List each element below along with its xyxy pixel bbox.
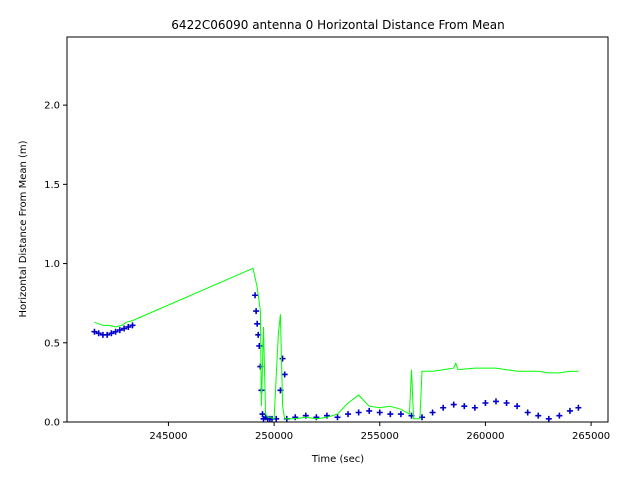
x-axis-label: Time (sec) [311, 454, 364, 465]
data-point [366, 407, 373, 414]
data-point [535, 412, 542, 419]
series-layer [91, 267, 582, 422]
x-tick-label: 260000 [466, 431, 504, 442]
y-tick-label: 0.5 [44, 338, 60, 349]
data-point [334, 414, 341, 421]
y-axis-label: Horizontal Distance From Mean (m) [18, 140, 29, 317]
plot-frame [66, 36, 609, 423]
data-point [545, 415, 552, 422]
data-point [116, 327, 123, 334]
data-point [556, 412, 563, 419]
y-tick-label: 1.5 [44, 180, 60, 191]
data-point [524, 409, 531, 416]
data-point [256, 342, 263, 349]
data-point [125, 323, 132, 330]
data-point [279, 355, 286, 362]
data-point [254, 320, 261, 327]
x-tick-label: 265000 [572, 431, 610, 442]
x-axis: 245000 250000 255000 260000 265000 [149, 422, 610, 442]
data-point [450, 401, 457, 408]
data-point [108, 330, 115, 337]
y-tick-label: 1.0 [44, 259, 60, 270]
data-point [492, 398, 499, 405]
data-point [104, 331, 111, 338]
chart-title: 6422C06090 antenna 0 Horizontal Distance… [171, 18, 504, 32]
data-point [461, 403, 468, 410]
data-point [259, 411, 266, 418]
data-point [429, 409, 436, 416]
data-point [355, 409, 362, 416]
data-point [376, 409, 383, 416]
data-point [281, 371, 288, 378]
data-point [345, 411, 352, 418]
y-axis: 0.0 0.5 1.0 1.5 2.0 [44, 101, 67, 429]
data-point [514, 403, 521, 410]
series-1 [94, 267, 579, 420]
series-line [94, 267, 579, 420]
x-tick-label: 255000 [361, 431, 399, 442]
data-point [503, 399, 510, 406]
data-point [252, 292, 259, 299]
data-point [129, 322, 136, 329]
data-point [575, 404, 582, 411]
data-point [471, 404, 478, 411]
data-point [387, 411, 394, 418]
data-point [95, 330, 102, 337]
data-point [482, 399, 489, 406]
data-point [440, 404, 447, 411]
x-tick-label: 250000 [255, 431, 293, 442]
y-tick-label: 0.0 [44, 418, 60, 429]
data-point [91, 328, 98, 335]
data-point [253, 308, 260, 315]
y-tick-label: 2.0 [44, 101, 60, 112]
data-point [397, 411, 404, 418]
data-point [112, 328, 119, 335]
data-point [566, 407, 573, 414]
x-tick-label: 245000 [149, 431, 187, 442]
data-point [121, 325, 128, 332]
